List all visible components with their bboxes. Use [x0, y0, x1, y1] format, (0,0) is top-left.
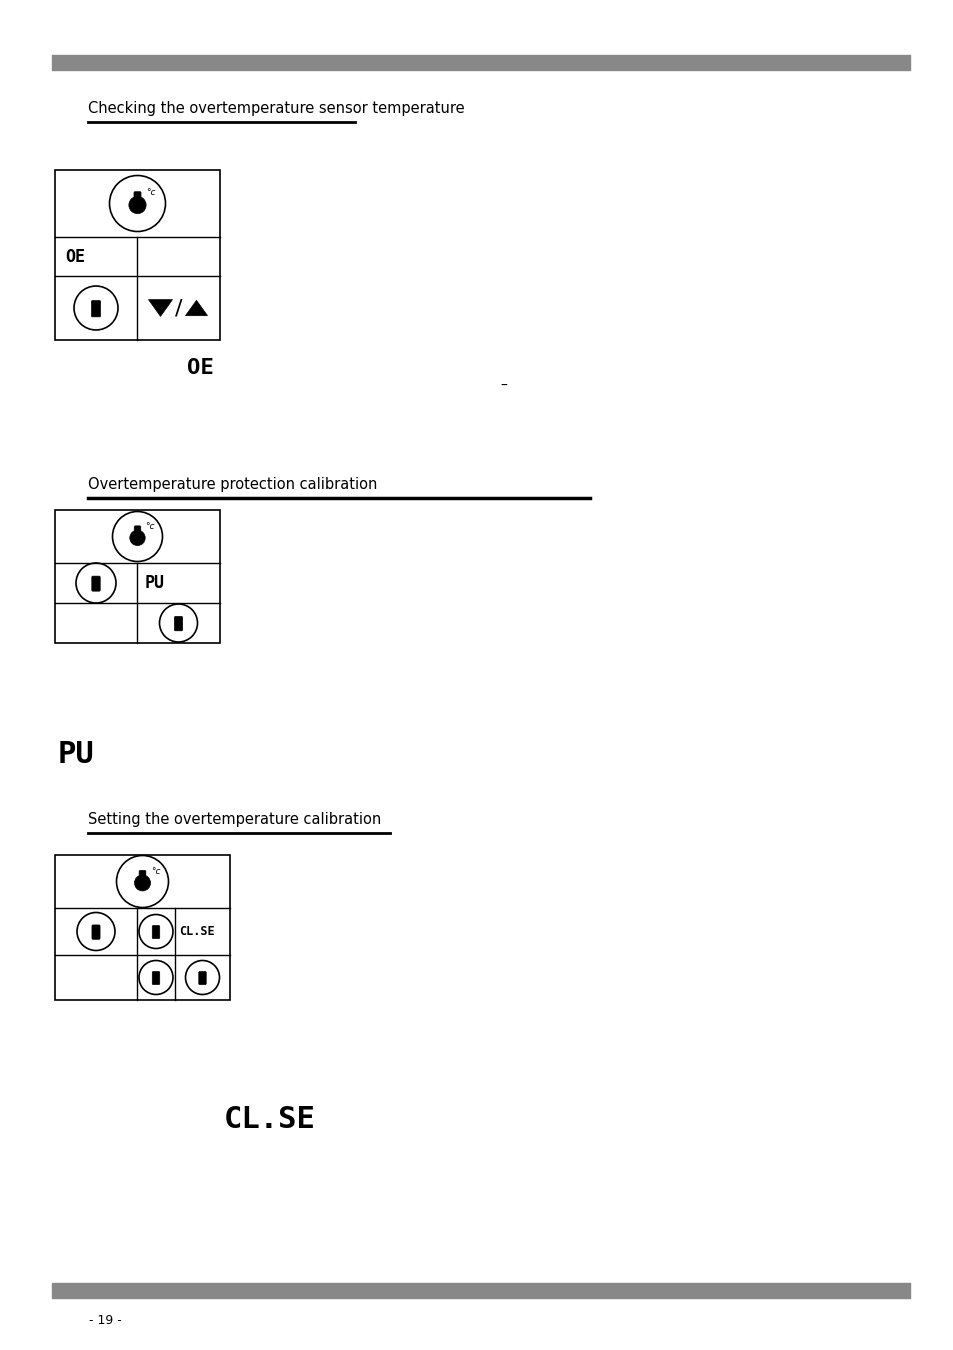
Text: CL.SE: CL.SE — [224, 1106, 315, 1134]
FancyBboxPatch shape — [152, 972, 159, 984]
FancyBboxPatch shape — [139, 871, 146, 887]
Text: °c: °c — [151, 867, 160, 876]
Polygon shape — [149, 300, 172, 316]
Text: °c: °c — [146, 522, 154, 532]
Text: Setting the overtemperature calibration: Setting the overtemperature calibration — [88, 813, 381, 828]
Text: OE: OE — [187, 358, 213, 378]
Text: CL.SE: CL.SE — [179, 925, 214, 938]
Text: Overtemperature protection calibration: Overtemperature protection calibration — [88, 478, 377, 493]
Text: °c: °c — [147, 189, 155, 197]
Text: Checking the overtemperature sensor temperature: Checking the overtemperature sensor temp… — [88, 100, 464, 116]
Text: –: – — [499, 379, 506, 393]
FancyBboxPatch shape — [134, 526, 141, 541]
Text: /: / — [174, 298, 182, 319]
Text: PU: PU — [145, 574, 165, 593]
FancyBboxPatch shape — [133, 192, 141, 209]
FancyBboxPatch shape — [91, 576, 100, 591]
FancyBboxPatch shape — [91, 301, 100, 317]
Text: OE: OE — [65, 247, 85, 266]
FancyBboxPatch shape — [198, 972, 206, 984]
FancyBboxPatch shape — [152, 926, 159, 938]
Polygon shape — [185, 300, 208, 316]
Bar — [55, 855, 230, 1000]
Text: - 19 -: - 19 - — [89, 1314, 121, 1327]
FancyBboxPatch shape — [91, 925, 100, 940]
Bar — [55, 510, 220, 643]
FancyBboxPatch shape — [174, 617, 182, 630]
Circle shape — [134, 875, 151, 891]
Circle shape — [130, 531, 145, 545]
Circle shape — [129, 196, 146, 213]
Bar — [55, 170, 220, 340]
Text: PU: PU — [58, 741, 94, 770]
